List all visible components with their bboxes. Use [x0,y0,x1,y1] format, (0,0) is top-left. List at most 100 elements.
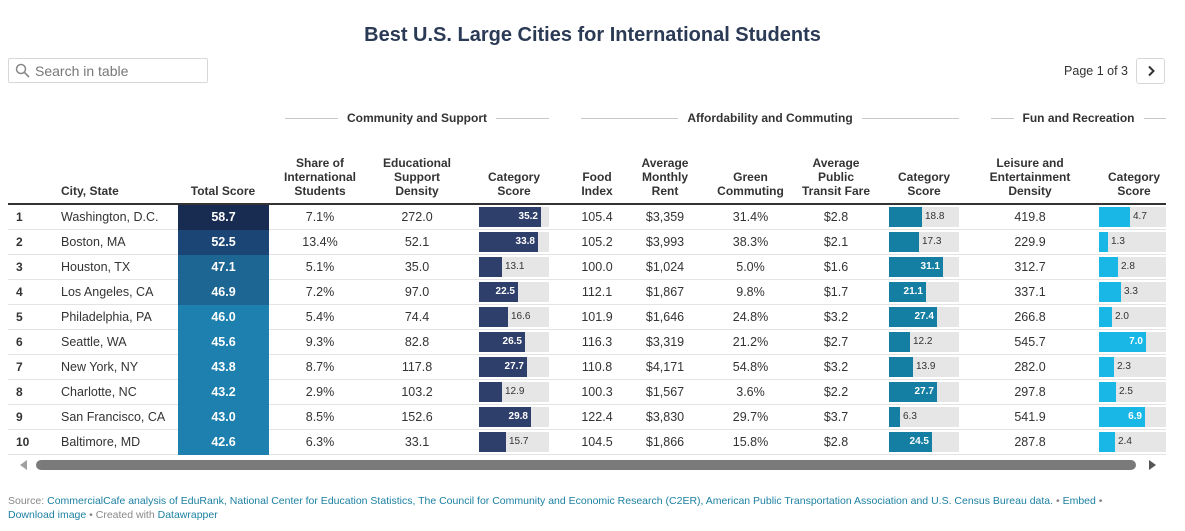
cell-city: Seattle, WA [61,335,127,349]
cat-community-bar-track: 33.8 [479,232,549,252]
cell-edu-density: 103.2 [401,385,433,399]
cat-fun-bar [1099,332,1146,352]
cell-leisure-density: 541.9 [1014,410,1046,424]
cat-community-bar [479,432,506,452]
cell-rank: 2 [16,235,23,249]
cell-edu-density: 97.0 [404,285,430,299]
cell-share: 7.1% [305,210,335,224]
search-input[interactable] [35,62,195,79]
table-row: 3 Houston, TX 5.1% 35.0 100.0 $1,024 5.0% $1.6 3… [8,255,1166,280]
col-header-green[interactable]: Green Commuting [717,170,784,198]
cell-city: Boston, MA [61,235,126,249]
table-row: 1 Washington, D.C. 7.1% 272.0 105.4 $3,359 31.… [8,205,1166,230]
cell-total-score: 52.5 [178,230,269,255]
cat-afford-bar-track: 27.4 [889,307,959,327]
group-fun: Fun and Recreation [991,110,1167,126]
source-label: Source: [8,495,45,507]
col-header-rent[interactable]: Average Monthly Rent [641,156,689,198]
scroll-right-icon[interactable] [1146,459,1158,471]
table-title: Best U.S. Large Cities for International… [364,24,821,46]
cat-fun-bar-track: 2.4 [1099,432,1166,452]
download-image-link[interactable]: Download image [8,509,87,521]
cell-food-index: 100.3 [581,385,613,399]
cat-afford-bar-track: 18.8 [889,207,959,227]
table-row: 7 New York, NY 8.7% 117.8 110.8 $4,171 54.8% $3… [8,355,1166,380]
scroll-left-icon[interactable] [18,459,30,471]
cell-city: San Francisco, CA [61,410,166,424]
cat-fun-bar-label: 7.0 [1129,336,1143,347]
cat-afford-bar [889,207,922,227]
cat-afford-bar-track: 27.7 [889,382,959,402]
datawrapper-link[interactable]: Datawrapper [157,509,218,521]
cat-afford-bar [889,407,900,427]
cat-afford-bar-label: 17.3 [922,236,942,247]
group-affordability: Affordability and Commuting [581,110,960,126]
col-header-category-fun[interactable]: Category Score [1107,170,1160,198]
col-header-category-community[interactable]: Category Score [487,170,540,198]
col-header-food[interactable]: Food Index [581,170,613,198]
col-header-total[interactable]: Total Score [190,184,256,198]
cat-fun-bar [1099,307,1112,327]
cell-share: 9.3% [305,335,335,349]
cat-community-bar-track: 35.2 [479,207,549,227]
cat-fun-bar [1099,282,1121,302]
cell-rank: 6 [16,335,23,349]
cat-fun-bar-label: 2.3 [1117,361,1131,372]
created-with-text: • Created with [89,509,155,521]
cell-food-index: 105.4 [581,210,613,224]
cell-green-commuting: 21.2% [732,335,769,349]
cat-fun-bar [1099,432,1115,452]
embed-link[interactable]: Embed [1062,495,1096,507]
col-header-leisure[interactable]: Leisure and Entertainment Density [989,156,1071,198]
cell-total-score: 58.7 [178,205,269,230]
cell-total-score: 46.0 [178,305,269,330]
group-fun-label: Fun and Recreation [1022,111,1135,125]
cat-afford-bar-label: 27.7 [914,386,934,397]
cell-green-commuting: 54.8% [732,360,769,374]
search-box[interactable] [8,58,208,83]
cell-rank: 5 [16,310,23,324]
cell-share: 5.4% [305,310,335,324]
cat-afford-bar-track: 24.5 [889,432,959,452]
cat-community-bar [479,407,531,427]
cell-leisure-density: 419.8 [1014,210,1046,224]
source-link[interactable]: CommercialCafe analysis of EduRank, Nati… [47,495,1054,507]
cell-leisure-density: 229.9 [1014,235,1046,249]
cell-transit-fare: $1.6 [823,260,849,274]
cat-afford-bar [889,332,910,352]
cat-fun-bar-label: 1.3 [1111,236,1125,247]
chevron-right-icon [1147,65,1155,77]
col-header-edu[interactable]: Educational Support Density [382,156,451,198]
cat-afford-bar-track: 6.3 [889,407,959,427]
cell-total-score: 42.6 [178,430,269,455]
cell-share: 8.7% [305,360,335,374]
col-header-category-afford[interactable]: Category Score [897,170,950,198]
cat-fun-bar [1099,232,1108,252]
horizontal-scrollbar[interactable] [18,459,1158,471]
cell-edu-density: 33.1 [404,435,430,449]
cat-fun-bar-track: 2.8 [1099,257,1166,277]
cat-afford-bar [889,232,919,252]
cat-community-bar [479,207,541,227]
cat-fun-bar-label: 3.3 [1124,286,1138,297]
cat-fun-bar-track: 4.7 [1099,207,1166,227]
col-header-share[interactable]: Share of International Students [283,156,356,198]
cell-transit-fare: $2.1 [823,235,849,249]
cell-city: Philadelphia, PA [61,310,152,324]
cell-rank: 1 [16,210,23,224]
cell-rent: $3,993 [645,235,685,249]
col-header-fare[interactable]: Average Public Transit Fare [801,156,871,198]
cell-rent: $1,866 [645,435,685,449]
cell-food-index: 105.2 [581,235,613,249]
col-header-city[interactable]: City, State [61,184,119,198]
cat-community-bar [479,282,518,302]
cat-afford-bar [889,282,926,302]
cat-afford-bar-label: 13.9 [916,361,936,372]
cat-community-bar-label: 33.8 [515,236,535,247]
scrollbar-thumb[interactable] [36,460,1136,470]
cell-share: 6.3% [305,435,335,449]
cat-community-bar-track: 22.5 [479,282,549,302]
cell-rank: 10 [16,435,30,449]
next-page-button[interactable] [1136,58,1165,84]
cat-community-bar-track: 12.9 [479,382,549,402]
